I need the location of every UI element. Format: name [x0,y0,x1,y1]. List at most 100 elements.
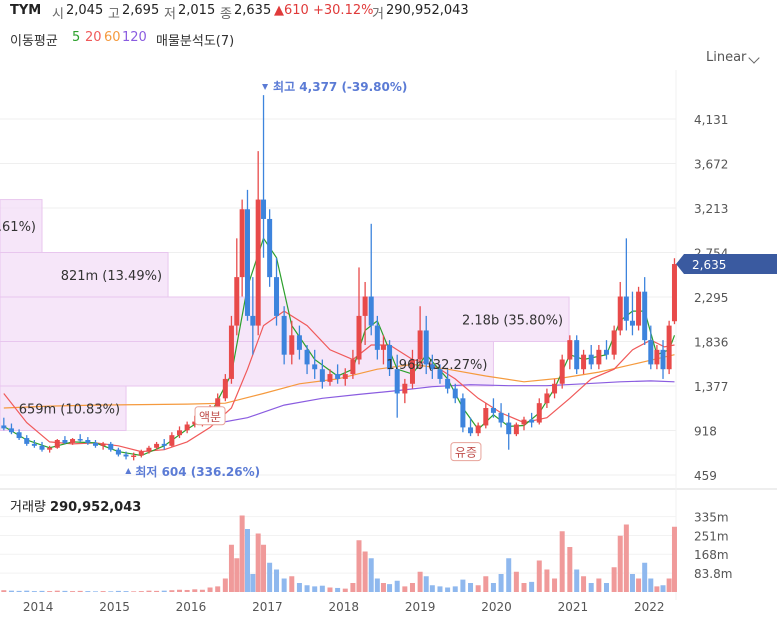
event-label: 유증 [455,446,477,460]
volume-profile-label: 463m (7.61%) [0,220,36,235]
volume-title: 거래량 290,952,043 [10,496,141,515]
volume-bar [215,586,221,592]
volume-bar [304,585,310,592]
candle-body [250,315,256,326]
volume-bar [31,591,37,592]
candle-body [394,369,400,394]
candle-body [267,218,273,278]
y-tick-label: 459 [694,469,717,483]
volume-bar [255,533,261,592]
volume-bar [475,585,481,592]
volume-profile-bar [0,385,127,431]
volume-tick-label: 335m [694,511,729,525]
candle-body [154,443,160,448]
volume-bar [261,544,267,592]
volume-bar [1,590,7,592]
volume-bar [660,585,666,592]
candle-body [54,440,60,448]
candle-body [77,439,83,441]
volume-bar [429,585,435,592]
ma60-label[interactable]: 60 [104,30,121,45]
volume-bar [374,578,380,592]
candle-body [24,438,30,444]
ma120-label[interactable]: 120 [122,30,147,45]
candle-body [108,443,114,450]
candle-body [574,340,580,370]
volume-bar [544,569,550,592]
volume-bar [588,583,594,592]
volume-bar [648,578,654,592]
volume-profile-bar [0,252,169,298]
volume-bar [513,571,519,592]
volume-bar [192,589,198,592]
candle-body [544,393,550,404]
volume-bar [154,590,160,592]
volume-profile-bar [0,199,43,253]
volume-bar [629,574,635,592]
event-badge [450,442,482,462]
ma5-label[interactable]: 5 [72,30,81,45]
candle-body [648,340,654,365]
candle-body [115,449,121,455]
y-tick-label: 1,377 [694,380,728,394]
y-tick-label: 3,672 [694,158,728,172]
volume-bar [387,584,393,592]
scale-mode-select[interactable]: Linear [706,50,747,65]
volume-bar [529,581,535,592]
volume-bar [123,591,129,592]
volume-bar [536,560,542,592]
volume-bar [289,576,295,592]
volume-bar [296,583,302,592]
volume-profile-label[interactable]: 매물분석도(7) [156,34,235,49]
event-label: 액분 [199,410,221,424]
candle-body [47,447,53,450]
candle-body [244,209,250,316]
x-tick-label: 2017 [252,600,283,614]
volume-bar [138,591,144,592]
volume-bar [417,571,423,592]
candle-body [409,359,415,384]
candle-body [660,349,666,370]
x-tick-label: 2016 [176,600,207,614]
volume-bar [312,586,318,592]
volume-bar [16,590,22,592]
low-label: 저 [164,7,176,22]
candle-body [177,430,183,436]
volume-bar [8,590,14,592]
candle-body [319,369,325,382]
quote-header: TYM 시 2,045 고 2,695 저 2,015 종 2,635 ▲610… [0,0,777,22]
candle-body [281,315,287,355]
ma20-label[interactable]: 20 [85,30,102,45]
volume-bar [70,591,76,592]
volume-bar [368,558,374,592]
candle-body [423,330,429,365]
x-tick-label: 2021 [558,600,589,614]
candle-body [623,296,629,321]
candle-body [215,398,221,408]
candle-body [304,349,310,365]
volume-bar [100,591,106,592]
candle-body [437,369,443,379]
y-tick-label: 3,213 [694,202,728,216]
candle-body [131,455,137,458]
candle-body [529,419,535,423]
volume-bar [483,576,489,592]
ma-label[interactable]: 이동평균 [10,34,58,49]
y-tick-label: 918 [694,425,717,439]
candle-body [312,364,318,370]
volume-bar [169,590,175,592]
close-label: 종 [220,7,232,22]
open-label: 시 [52,7,64,22]
volume-title-value: 290,952,043 [50,500,142,515]
last-price-label: 2,635 [692,258,726,272]
volume-title-label: 거래량 [10,500,46,515]
volume-bar [409,583,415,592]
volume-bar [611,567,617,592]
volume-bar [581,576,587,592]
candle-body [289,335,295,355]
candle-body [184,424,190,431]
candle-body [380,344,386,350]
volume-bar [559,531,565,592]
volume-profile-label: 821m (13.49%) [61,269,162,284]
